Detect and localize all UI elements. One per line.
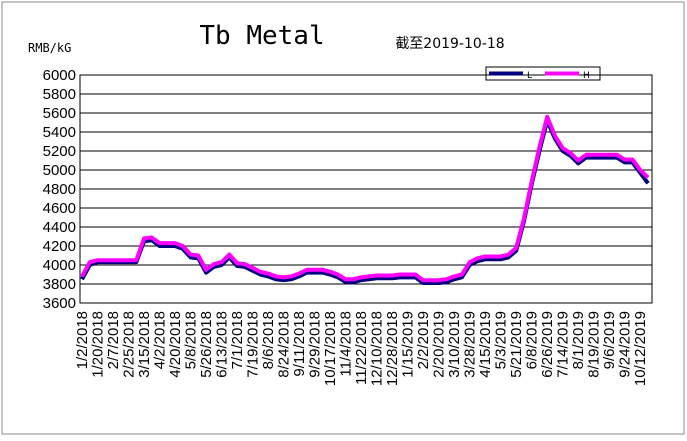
x-tick-label: 8/19/2019 bbox=[586, 311, 603, 378]
y-tick-label: 5000 bbox=[43, 162, 76, 179]
y-tick-label: 4800 bbox=[43, 181, 76, 198]
x-tick-label: 8/24/2018 bbox=[276, 311, 293, 378]
x-tick-label: 5/8/2018 bbox=[183, 311, 200, 369]
x-tick-label: 1/20/2018 bbox=[90, 311, 107, 378]
y-tick-label: 5600 bbox=[43, 105, 76, 122]
y-tick-label: 4400 bbox=[43, 219, 76, 236]
y-tick-label: 5800 bbox=[43, 86, 76, 103]
x-tick-label: 6/26/2019 bbox=[539, 311, 556, 378]
x-tick-label: 5/21/2019 bbox=[508, 311, 525, 378]
legend-label: H bbox=[583, 71, 590, 81]
y-tick-label: 5200 bbox=[43, 143, 76, 160]
x-tick-label: 7/1/2018 bbox=[229, 311, 246, 369]
x-tick-label: 11/4/2018 bbox=[338, 311, 355, 377]
x-tick-label: 3/10/2019 bbox=[446, 311, 463, 378]
x-tick-label: 6/8/2019 bbox=[524, 311, 541, 369]
x-tick-label: 10/12/2019 bbox=[632, 311, 649, 386]
y-tick-label: 3800 bbox=[43, 276, 76, 293]
x-tick-label: 9/24/2019 bbox=[617, 311, 634, 378]
x-tick-label: 2/7/2018 bbox=[105, 311, 122, 369]
x-tick-label: 3/28/2019 bbox=[462, 311, 479, 378]
y-tick-label: 3600 bbox=[43, 295, 76, 312]
chart-title: Tb Metal bbox=[199, 21, 324, 51]
y-tick-label: 4200 bbox=[43, 238, 76, 255]
x-tick-label: 5/26/2018 bbox=[198, 311, 215, 378]
x-tick-label: 7/19/2018 bbox=[245, 311, 262, 378]
chart-subtitle: 截至2019-10-18 bbox=[395, 36, 504, 52]
x-tick-label: 12/28/2018 bbox=[384, 311, 401, 386]
x-tick-label: 8/6/2018 bbox=[260, 311, 277, 369]
y-tick-label: 4000 bbox=[43, 257, 76, 274]
x-tick-label: 2/25/2018 bbox=[121, 311, 138, 378]
y-tick-label: 6000 bbox=[43, 67, 76, 84]
x-tick-label: 9/6/2019 bbox=[601, 311, 618, 369]
legend-label: L bbox=[527, 71, 532, 81]
x-tick-label: 4/2/2018 bbox=[152, 311, 169, 369]
x-tick-label: 9/29/2018 bbox=[307, 311, 324, 378]
x-tick-label: 1/2/2018 bbox=[74, 311, 91, 369]
series-line bbox=[80, 114, 650, 283]
x-tick-label: 6/13/2018 bbox=[214, 311, 231, 378]
y-axis-label: RMB/kG bbox=[28, 41, 71, 55]
x-tick-label: 2/2/2019 bbox=[415, 311, 432, 369]
x-tick-label: 8/1/2019 bbox=[570, 311, 587, 369]
x-tick-label: 12/10/2018 bbox=[369, 311, 386, 386]
x-tick-label: 5/3/2019 bbox=[493, 311, 510, 369]
y-tick-label: 5400 bbox=[43, 124, 76, 141]
x-tick-label: 1/15/2019 bbox=[400, 311, 417, 378]
x-tick-label: 2/20/2019 bbox=[431, 311, 448, 378]
x-tick-label: 4/20/2018 bbox=[167, 311, 184, 378]
x-tick-label: 7/14/2019 bbox=[555, 311, 572, 378]
legend bbox=[485, 66, 601, 81]
x-tick-label: 3/15/2018 bbox=[136, 311, 153, 378]
x-tick-label: 9/11/2018 bbox=[291, 311, 308, 377]
x-tick-label: 11/22/2018 bbox=[353, 311, 370, 385]
x-tick-label: 4/15/2019 bbox=[477, 311, 494, 378]
x-tick-label: 10/17/2018 bbox=[322, 311, 339, 386]
y-tick-label: 4600 bbox=[43, 200, 76, 217]
